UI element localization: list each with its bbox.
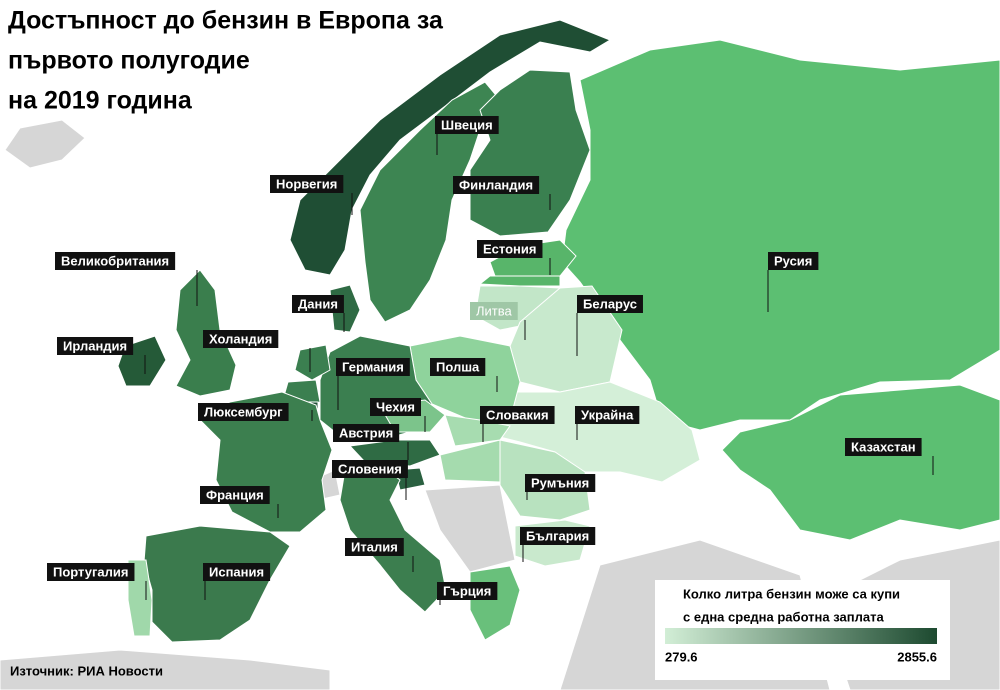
label-box bbox=[270, 175, 344, 193]
label-box bbox=[47, 563, 135, 581]
country-label: България bbox=[526, 528, 589, 543]
label-box bbox=[435, 116, 499, 134]
country bbox=[721, 384, 1000, 541]
country-label: Естония bbox=[483, 241, 536, 256]
country-label: Финландия bbox=[459, 177, 533, 192]
iceland bbox=[4, 119, 86, 169]
country-label: Словения bbox=[338, 461, 402, 476]
country-label: Русия bbox=[774, 253, 812, 268]
label-box bbox=[470, 302, 518, 320]
country-label: Полша bbox=[436, 359, 480, 374]
country-label: Гърция bbox=[443, 583, 491, 598]
country bbox=[469, 69, 591, 237]
country-label: Норвегия bbox=[276, 176, 337, 191]
country-label: Казахстан bbox=[851, 439, 916, 454]
country bbox=[289, 19, 612, 276]
country bbox=[561, 39, 1000, 431]
label-box bbox=[200, 486, 270, 504]
label-box bbox=[480, 406, 555, 424]
country-label: Австрия bbox=[339, 425, 393, 440]
country-label: Франция bbox=[206, 487, 264, 502]
country bbox=[294, 344, 331, 381]
latvia bbox=[478, 275, 561, 287]
country bbox=[143, 525, 291, 643]
legend-title: Колко литра бензин може са купи bbox=[683, 586, 900, 601]
label-box bbox=[430, 358, 486, 376]
legend-min: 279.6 bbox=[665, 649, 698, 664]
label-box bbox=[437, 582, 498, 600]
africa bbox=[0, 649, 331, 690]
label-box bbox=[203, 563, 271, 581]
label-box bbox=[768, 252, 819, 270]
country-label: Украйна bbox=[581, 407, 634, 422]
title-line: първото полугодие bbox=[8, 47, 250, 75]
title-line: на 2019 година bbox=[8, 87, 193, 115]
country bbox=[359, 81, 501, 323]
country-label: Чехия bbox=[376, 399, 415, 414]
title-line: Достъпност до бензин в Европа за bbox=[8, 7, 444, 35]
label-box bbox=[577, 295, 643, 313]
country-label: Италия bbox=[351, 539, 398, 554]
labels: Норвегия Швеция Финландия Русия Казахстан Ест… bbox=[47, 116, 934, 605]
country-label: Швеция bbox=[441, 117, 493, 132]
label-box bbox=[525, 474, 596, 492]
country bbox=[469, 565, 521, 641]
label-box bbox=[333, 424, 400, 442]
country-label: Ирландия bbox=[63, 338, 127, 353]
country-label: Испания bbox=[209, 564, 264, 579]
country-label: Холандия bbox=[209, 331, 272, 346]
balkans bbox=[424, 484, 516, 573]
country-label: Португалия bbox=[53, 564, 128, 579]
label-box bbox=[292, 295, 344, 313]
country-label: Словакия bbox=[486, 407, 549, 422]
country-label: Литва bbox=[476, 303, 513, 318]
label-box bbox=[55, 252, 176, 270]
legend: Колко литра бензин може са купи с една с… bbox=[655, 580, 950, 680]
label-box bbox=[370, 398, 421, 416]
country-label: Румъния bbox=[531, 475, 589, 490]
label-box bbox=[332, 460, 408, 478]
country-label: Германия bbox=[342, 359, 404, 374]
label-box bbox=[520, 527, 596, 545]
label-box bbox=[203, 330, 279, 348]
label-box bbox=[453, 176, 540, 194]
country-label: Беларус bbox=[583, 296, 637, 311]
country-label: Великобритания bbox=[61, 253, 169, 268]
legend-max: 2855.6 bbox=[897, 649, 937, 664]
label-box bbox=[845, 438, 922, 456]
country-label: Люксембург bbox=[204, 404, 283, 419]
legend-title: с една средна работна заплата bbox=[683, 609, 884, 624]
country-label: Дания bbox=[298, 296, 338, 311]
label-box bbox=[477, 240, 543, 258]
label-box bbox=[345, 538, 404, 556]
label-box bbox=[336, 358, 410, 376]
legend-gradient bbox=[665, 628, 937, 644]
source: Източник: РИА Новости bbox=[10, 663, 163, 678]
label-box bbox=[198, 403, 289, 421]
label-box bbox=[57, 337, 134, 355]
label-box bbox=[575, 406, 640, 424]
